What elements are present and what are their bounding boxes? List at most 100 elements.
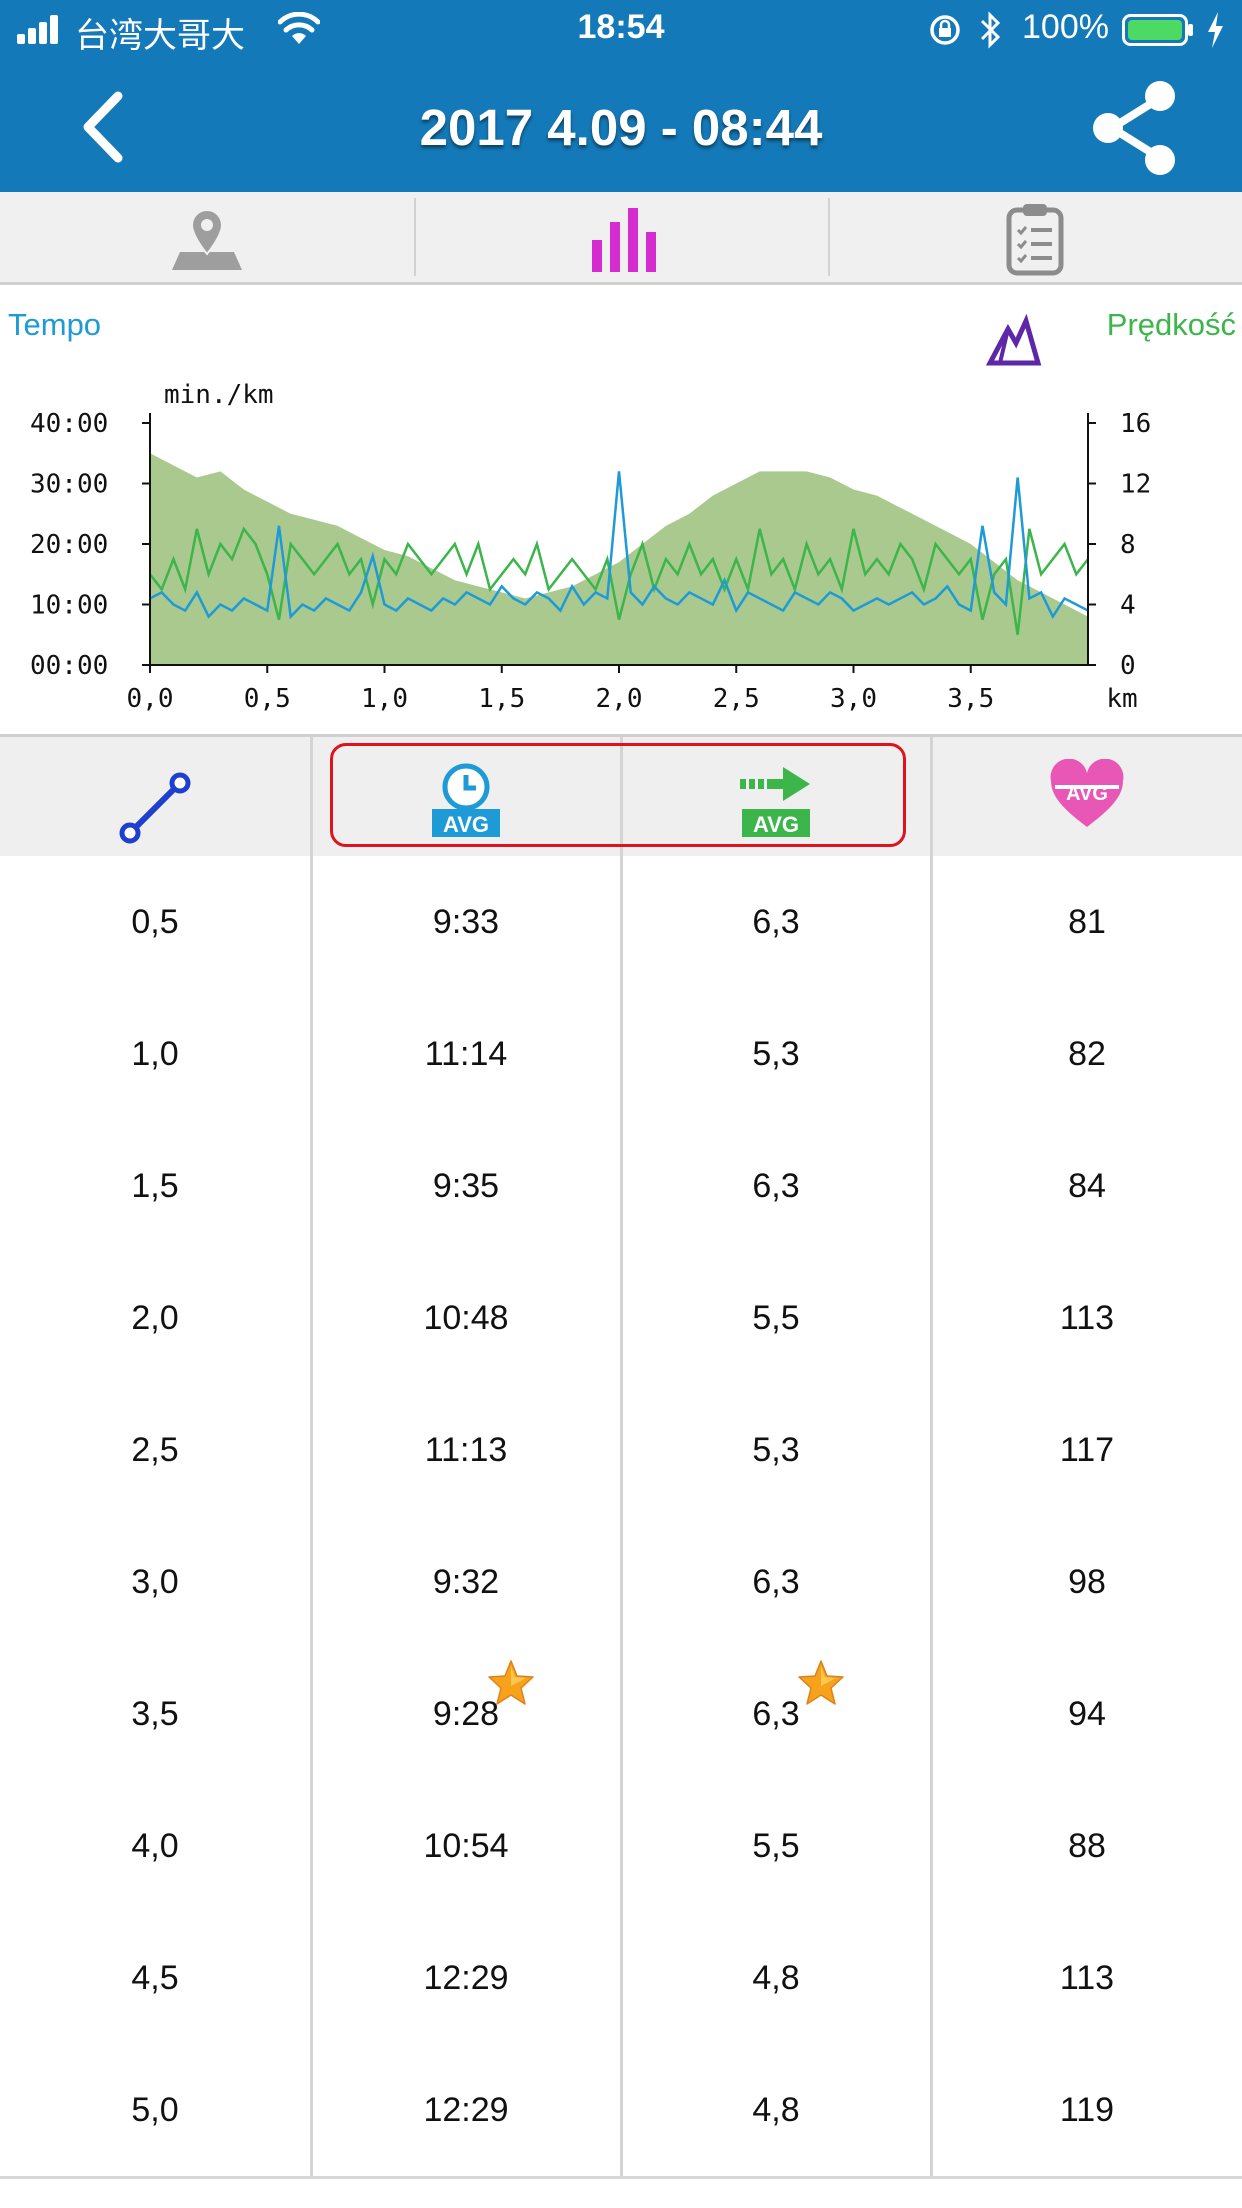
column-divider [930, 1648, 933, 1780]
x-tick-label: 2,0 [596, 684, 643, 714]
table-header: AVG AVG AVG [0, 734, 1242, 862]
column-divider [620, 1252, 623, 1384]
column-divider [620, 1780, 623, 1912]
avg-badge-speed: AVG [752, 812, 800, 837]
pace-cell: 12:29 [423, 2091, 509, 2129]
distance-cell: 4,5 [131, 1959, 179, 1997]
heart-rate-cell: 98 [1068, 1563, 1106, 1601]
pace-cell: 10:48 [423, 1299, 509, 1337]
column-divider [930, 1120, 933, 1252]
clipboard-checklist-icon [1006, 204, 1064, 276]
table-row: 2,0 10:48 5,5 113 [0, 1252, 1242, 1387]
y-right-tick-label: 12 [1120, 470, 1151, 500]
column-divider [620, 856, 623, 988]
speed-line [149, 526, 1089, 635]
y-left-tick-label: 20:00 [30, 530, 108, 560]
heart-rate-cell: 81 [1068, 903, 1106, 941]
battery-percent: 100% [1022, 8, 1109, 46]
best-star-icon [488, 1660, 534, 1705]
column-divider [310, 1120, 313, 1252]
distance-cell: 2,5 [131, 1431, 179, 1469]
charging-bolt-icon [1208, 12, 1223, 48]
altitude-area [150, 453, 1088, 665]
distance-cell: 1,5 [131, 1167, 179, 1205]
column-divider [310, 737, 313, 859]
pace-cell: 9:32 [432, 1563, 500, 1601]
table-row: 4,0 10:54 5,5 88 [0, 1780, 1242, 1915]
avg-badge-pace: AVG [442, 812, 490, 837]
column-divider [310, 1780, 313, 1912]
table-row: 5,0 12:29 4,8 119 [0, 2044, 1242, 2179]
mountain-icon [986, 313, 1042, 366]
speed-cell: 6,3 [752, 1695, 800, 1733]
x-tick-label: 1,5 [478, 684, 525, 714]
pace-cell: 11:13 [424, 1431, 508, 1469]
x-axis-title: km [1106, 684, 1137, 714]
wifi-icon [278, 12, 320, 44]
heart-rate-cell: 84 [1068, 1167, 1106, 1205]
column-divider [620, 2044, 623, 2176]
x-tick-label: 0,5 [244, 684, 291, 714]
column-divider [310, 2044, 313, 2176]
pace-cell: 10:54 [423, 1827, 509, 1865]
tab-divider [414, 198, 416, 276]
y-left-tick-label: 00:00 [30, 651, 108, 681]
bar-chart-icon [592, 208, 656, 272]
distance-cell: 2,0 [131, 1299, 179, 1337]
best-star-icon [798, 1660, 844, 1705]
pace-cell: 9:28 [432, 1695, 500, 1733]
speed-cell: 6,3 [752, 1167, 800, 1205]
table-row: 4,5 12:29 4,8 113 [0, 1912, 1242, 2047]
column-divider [930, 1516, 933, 1648]
speed-cell: 5,3 [752, 1431, 800, 1469]
column-divider [620, 1516, 623, 1648]
highlight-box [330, 743, 906, 847]
y-right-tick-label: 4 [1120, 591, 1136, 621]
back-button[interactable] [78, 90, 128, 164]
column-divider [930, 988, 933, 1120]
y-left-tick-label: 30:00 [30, 470, 108, 500]
heart-rate-cell: 113 [1059, 1299, 1115, 1337]
column-divider [310, 988, 313, 1120]
x-tick-label: 1,0 [361, 684, 408, 714]
table-row: 1,5 9:35 6,3 84 [0, 1120, 1242, 1255]
x-tick-label: 3,5 [947, 684, 994, 714]
column-divider [930, 1384, 933, 1516]
header-distance [0, 737, 310, 859]
status-time: 18:54 [577, 8, 665, 46]
status-bar: 台湾大哥大 18:54 100% [0, 0, 1242, 62]
speed-cell: 5,5 [752, 1299, 800, 1337]
carrier-label: 台湾大哥大 [75, 16, 245, 56]
column-divider [930, 1780, 933, 1912]
pace-cell: 11:14 [424, 1035, 508, 1073]
column-divider [310, 856, 313, 988]
speed-cell: 5,5 [752, 1827, 800, 1865]
x-tick-label: 3,0 [830, 684, 877, 714]
column-divider [620, 1648, 623, 1780]
page-title: 2017 4.09 - 08:44 [419, 99, 823, 156]
pace-cell: 9:33 [432, 903, 500, 941]
tab-chart[interactable] [416, 192, 830, 282]
rotation-lock-icon [930, 15, 960, 45]
distance-cell: 3,0 [131, 1563, 179, 1601]
heart-rate-cell: 117 [1059, 1431, 1115, 1469]
speed-cell: 4,8 [752, 2091, 800, 2129]
share-icon[interactable] [1086, 78, 1182, 178]
pace-speed-chart: 00:00 10:00 20:00 30:00 40:00 0 4 8 12 16 0,0 0,5 1,… [30, 380, 1151, 714]
column-divider [310, 1384, 313, 1516]
tab-divider [828, 198, 830, 276]
distance-cell: 1,0 [131, 1035, 179, 1073]
column-divider [310, 1912, 313, 2044]
legend-speed: Prędkość [1106, 307, 1236, 342]
column-divider [620, 988, 623, 1120]
heart-rate-cell: 88 [1068, 1827, 1106, 1865]
tab-summary[interactable] [830, 192, 1242, 282]
column-divider [620, 737, 623, 859]
column-divider [620, 1384, 623, 1516]
column-divider [620, 1912, 623, 2044]
heart-rate-cell: 119 [1059, 2091, 1115, 2129]
distance-cell: 0,5 [131, 903, 179, 941]
table-row: 2,5 11:13 5,3 117 [0, 1384, 1242, 1519]
tab-map[interactable] [0, 192, 414, 282]
distance-cell: 5,0 [131, 2091, 179, 2129]
